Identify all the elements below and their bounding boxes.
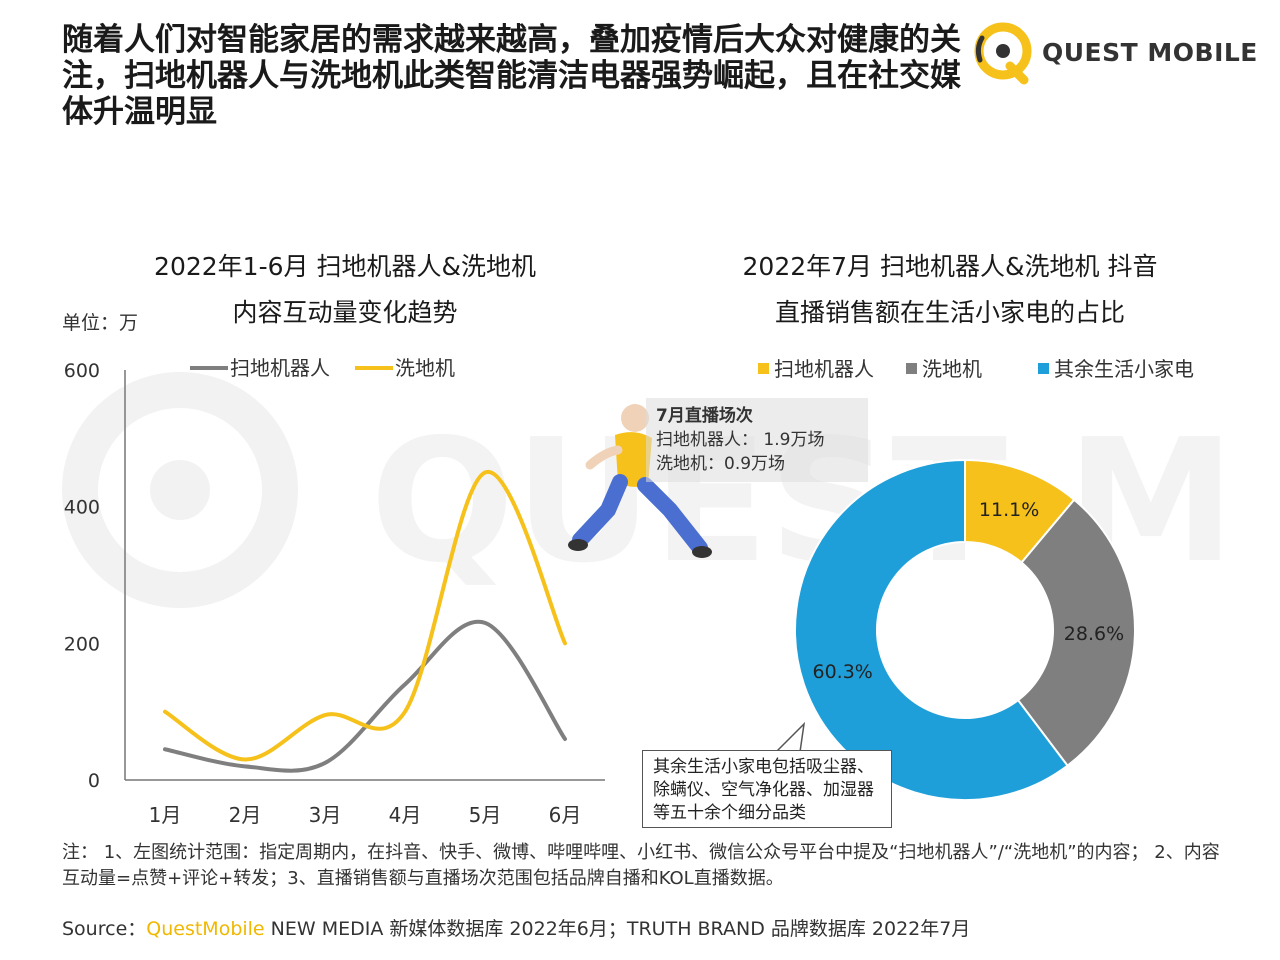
unit-label: 单位：万 [62, 312, 139, 334]
questmobile-logo: QUEST MOBILE [968, 18, 1258, 88]
x-tick-label: 4月 [389, 803, 422, 827]
series-line-floor-washer [163, 470, 567, 762]
runner-illustration-icon [568, 404, 712, 558]
other-appliances-callout: 其余生活小家电包括吸尘器、除螨仪、空气净化器、加湿器等五十余个细分品类 [642, 750, 892, 828]
data-point [484, 622, 486, 624]
y-tick-label: 0 [88, 770, 100, 792]
donut-slice [794, 458, 1069, 801]
legend-swatch [758, 363, 769, 374]
legend-label: 洗地机 [395, 356, 455, 380]
donut-chart: 11.1% 28.6% 60.3% 扫地机器人 洗地机 其余生活小家电 [758, 357, 1194, 801]
slice-label: 11.1% [979, 499, 1039, 521]
source-rest: NEW MEDIA 新媒体数据库 2022年6月；TRUTH BRAND 品牌数… [264, 918, 971, 940]
footnote: 注： 1、左图统计范围：指定周期内，在抖音、快手、微博、哔哩哔哩、小红书、微信公… [62, 842, 1220, 889]
callout-pointer [775, 721, 806, 753]
data-point [324, 762, 326, 764]
left-chart-title-line2: 内容互动量变化趋势 [232, 298, 458, 327]
legend-label: 洗地机 [922, 357, 982, 381]
x-tick-label: 2月 [229, 803, 262, 827]
data-point [324, 714, 326, 716]
legend-swatch [906, 363, 917, 374]
right-chart-title: 2022年7月 扫地机器人&洗地机 抖音 直播销售额在生活小家电的占比 [700, 244, 1200, 336]
headline: 随着人们对智能家居的需求越来越高，叠加疫情后大众对健康的关注，扫地机器人与洗地机… [62, 22, 961, 130]
data-point [164, 711, 166, 713]
logo-text: QUEST MOBILE [1042, 38, 1258, 67]
line-chart: 0 200 400 600 1月 2月 3月 4月 5月 6月 扫地机器人 洗地机 [64, 356, 605, 827]
data-point [404, 683, 406, 685]
live-session-tooltip: 7月直播场次 扫地机器人： 1.9万场 洗地机：0.9万场 [646, 398, 868, 482]
tooltip-line1: 扫地机器人： 1.9万场 [656, 430, 825, 450]
x-tick-label: 5月 [469, 803, 502, 827]
data-point [244, 759, 246, 760]
legend-label: 扫地机器人 [230, 356, 330, 380]
data-point [564, 738, 566, 740]
data-point [484, 472, 486, 473]
x-tick-label: 6月 [549, 803, 582, 827]
tooltip-title: 7月直播场次 [656, 406, 753, 426]
y-tick-label: 600 [64, 360, 100, 382]
source-prefix: Source： [62, 918, 147, 940]
donut-slice [1016, 498, 1136, 768]
y-tick-label: 200 [64, 633, 100, 655]
legend-label: 扫地机器人 [774, 357, 874, 381]
logo-mark-icon [974, 22, 1032, 85]
data-point [164, 748, 166, 750]
source-brand: QuestMobile [146, 918, 265, 940]
data-point [404, 711, 406, 713]
slice-label: 28.6% [1064, 623, 1124, 645]
right-chart-title-line2: 直播销售额在生活小家电的占比 [774, 298, 1125, 327]
source-line: Source：QuestMobile NEW MEDIA 新媒体数据库 2022… [62, 914, 1232, 941]
legend-label: 其余生活小家电 [1054, 357, 1194, 381]
slice-label: 60.3% [813, 661, 873, 683]
data-point [244, 765, 246, 767]
left-chart-title: 2022年1-6月 扫地机器人&洗地机 内容互动量变化趋势 [100, 244, 590, 336]
legend-swatch [1038, 363, 1049, 374]
tooltip-line2: 洗地机：0.9万场 [656, 454, 786, 474]
right-chart-title-line1: 2022年7月 扫地机器人&洗地机 抖音 [742, 252, 1158, 281]
series-line-robot-vacuum [163, 619, 567, 773]
x-tick-label: 1月 [149, 803, 182, 827]
y-tick-label: 400 [64, 497, 100, 519]
x-tick-label: 3月 [309, 803, 342, 827]
left-chart-title-line1: 2022年1-6月 扫地机器人&洗地机 [154, 252, 536, 281]
data-point [564, 642, 566, 644]
